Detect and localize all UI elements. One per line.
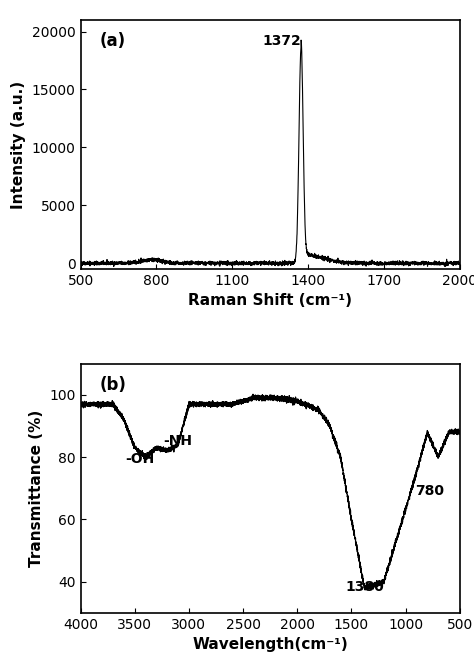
X-axis label: Raman Shift (cm⁻¹): Raman Shift (cm⁻¹)	[188, 294, 352, 308]
Text: 1380: 1380	[345, 580, 384, 594]
Text: (b): (b)	[100, 376, 127, 394]
Text: 1372: 1372	[263, 34, 301, 48]
Y-axis label: Transmittance (%): Transmittance (%)	[29, 410, 44, 567]
X-axis label: Wavelength(cm⁻¹): Wavelength(cm⁻¹)	[192, 637, 348, 652]
Y-axis label: Intensity (a.u.): Intensity (a.u.)	[11, 81, 26, 208]
Text: 780: 780	[415, 484, 444, 498]
Text: (a): (a)	[100, 33, 126, 51]
Text: -OH: -OH	[126, 452, 155, 466]
Text: -NH: -NH	[164, 434, 192, 448]
